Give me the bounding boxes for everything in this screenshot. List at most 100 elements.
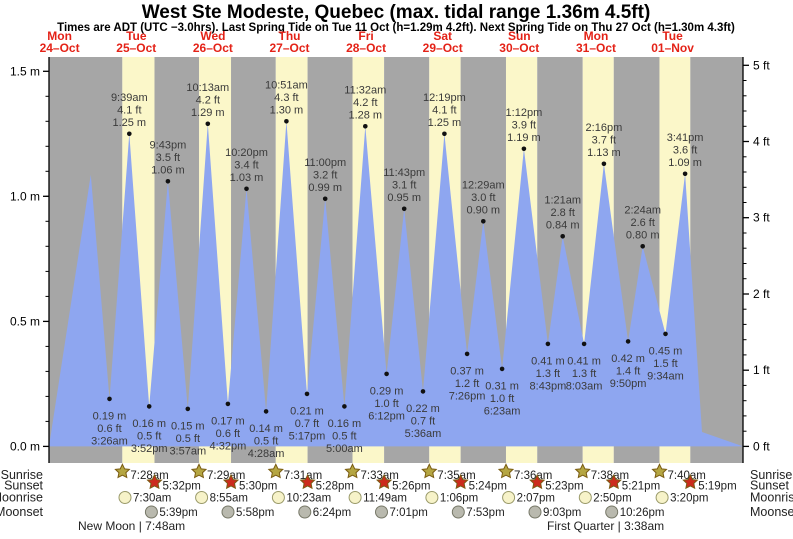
svg-text:0.6 ft: 0.6 ft bbox=[216, 428, 240, 440]
svg-text:11:43pm: 11:43pm bbox=[383, 167, 425, 179]
svg-text:27–Oct: 27–Oct bbox=[269, 41, 309, 55]
svg-text:West Ste Modeste, Quebec (max.: West Ste Modeste, Quebec (max. tidal ran… bbox=[142, 2, 651, 23]
svg-text:7:53pm: 7:53pm bbox=[466, 507, 504, 519]
svg-text:3.9 ft: 3.9 ft bbox=[512, 119, 536, 131]
svg-text:Moonrise: Moonrise bbox=[750, 491, 793, 505]
svg-text:Times are ADT (UTC −3.0hrs). L: Times are ADT (UTC −3.0hrs). Last Spring… bbox=[57, 22, 735, 34]
svg-text:5:17pm: 5:17pm bbox=[289, 430, 326, 442]
svg-text:12:29am: 12:29am bbox=[462, 179, 505, 191]
svg-text:8:43pm: 8:43pm bbox=[530, 380, 567, 392]
svg-text:3:26am: 3:26am bbox=[91, 435, 128, 447]
svg-text:5:32pm: 5:32pm bbox=[163, 481, 201, 493]
svg-text:9:34am: 9:34am bbox=[647, 370, 684, 382]
svg-text:Moonset: Moonset bbox=[750, 505, 793, 519]
svg-text:10:51am: 10:51am bbox=[265, 79, 308, 91]
svg-text:28–Oct: 28–Oct bbox=[346, 41, 386, 55]
svg-text:0.45 m: 0.45 m bbox=[649, 345, 683, 357]
svg-text:5:26pm: 5:26pm bbox=[392, 481, 430, 493]
svg-text:1 ft: 1 ft bbox=[753, 363, 770, 377]
svg-text:0.29 m: 0.29 m bbox=[370, 385, 404, 397]
svg-text:2.8 ft: 2.8 ft bbox=[550, 207, 574, 219]
svg-text:0.7 ft: 0.7 ft bbox=[411, 415, 435, 427]
svg-text:0.16 m: 0.16 m bbox=[328, 418, 362, 430]
svg-text:1.4 ft: 1.4 ft bbox=[616, 365, 640, 377]
svg-text:New Moon | 7:48am: New Moon | 7:48am bbox=[78, 519, 185, 533]
svg-text:4:32pm: 4:32pm bbox=[210, 440, 247, 452]
svg-text:10:20pm: 10:20pm bbox=[225, 147, 268, 159]
svg-text:5:39pm: 5:39pm bbox=[159, 507, 197, 519]
svg-text:3:52pm: 3:52pm bbox=[131, 443, 168, 455]
svg-text:Moonset: Moonset bbox=[0, 505, 44, 519]
svg-text:1.0 ft: 1.0 ft bbox=[490, 393, 514, 405]
svg-text:7:26pm: 7:26pm bbox=[449, 390, 486, 402]
svg-text:8:55am: 8:55am bbox=[210, 493, 248, 505]
svg-text:4.3 ft: 4.3 ft bbox=[274, 92, 298, 104]
svg-text:3.4 ft: 3.4 ft bbox=[234, 159, 258, 171]
svg-text:1.25 m: 1.25 m bbox=[112, 117, 146, 129]
svg-text:7:30am: 7:30am bbox=[133, 493, 171, 505]
svg-text:9:03pm: 9:03pm bbox=[543, 507, 581, 519]
svg-text:0.99 m: 0.99 m bbox=[308, 182, 342, 194]
svg-text:1.0 m: 1.0 m bbox=[10, 189, 40, 203]
svg-text:0.80 m: 0.80 m bbox=[626, 229, 660, 241]
svg-text:3:41pm: 3:41pm bbox=[667, 132, 704, 144]
svg-text:0.42 m: 0.42 m bbox=[611, 353, 645, 365]
svg-text:5:36am: 5:36am bbox=[405, 428, 442, 440]
svg-text:3.1 ft: 3.1 ft bbox=[392, 179, 416, 191]
svg-text:1.13 m: 1.13 m bbox=[587, 147, 621, 159]
svg-text:0 ft: 0 ft bbox=[753, 439, 770, 453]
svg-text:12:19pm: 12:19pm bbox=[423, 92, 466, 104]
svg-text:11:00pm: 11:00pm bbox=[304, 157, 346, 169]
svg-text:0.31 m: 0.31 m bbox=[485, 380, 519, 392]
svg-text:0.21 m: 0.21 m bbox=[290, 405, 324, 417]
svg-text:30–Oct: 30–Oct bbox=[499, 41, 539, 55]
svg-text:3.0 ft: 3.0 ft bbox=[471, 192, 495, 204]
svg-text:3.2 ft: 3.2 ft bbox=[313, 169, 337, 181]
svg-text:9:39am: 9:39am bbox=[111, 92, 148, 104]
svg-text:1.5 ft: 1.5 ft bbox=[653, 358, 677, 370]
svg-text:1.25 m: 1.25 m bbox=[428, 117, 462, 129]
svg-text:1.5 m: 1.5 m bbox=[10, 64, 40, 78]
svg-text:11:32am: 11:32am bbox=[344, 84, 386, 96]
svg-text:0.5 ft: 0.5 ft bbox=[176, 433, 200, 445]
svg-text:9:50pm: 9:50pm bbox=[610, 378, 647, 390]
svg-text:5:30pm: 5:30pm bbox=[239, 481, 277, 493]
svg-text:2:07pm: 2:07pm bbox=[517, 493, 555, 505]
svg-text:1.09 m: 1.09 m bbox=[668, 157, 702, 169]
svg-text:10:23am: 10:23am bbox=[286, 493, 331, 505]
svg-text:2.6 ft: 2.6 ft bbox=[630, 217, 654, 229]
svg-text:0.6 ft: 0.6 ft bbox=[97, 423, 121, 435]
svg-text:5:21pm: 5:21pm bbox=[622, 481, 660, 493]
svg-text:5:23pm: 5:23pm bbox=[545, 481, 583, 493]
svg-text:0.90 m: 0.90 m bbox=[466, 204, 500, 216]
svg-text:9:43pm: 9:43pm bbox=[150, 139, 187, 151]
svg-text:26–Oct: 26–Oct bbox=[193, 41, 233, 55]
svg-text:1:06pm: 1:06pm bbox=[440, 493, 478, 505]
svg-text:3.7 ft: 3.7 ft bbox=[592, 134, 616, 146]
svg-text:3:57am: 3:57am bbox=[169, 445, 206, 457]
svg-text:0.14 m: 0.14 m bbox=[249, 423, 283, 435]
svg-text:4.2 ft: 4.2 ft bbox=[196, 94, 220, 106]
svg-text:4.2 ft: 4.2 ft bbox=[353, 97, 377, 109]
svg-text:01–Nov: 01–Nov bbox=[651, 41, 694, 55]
svg-text:1.0 ft: 1.0 ft bbox=[374, 398, 398, 410]
svg-text:1.06 m: 1.06 m bbox=[151, 164, 185, 176]
svg-text:First Quarter | 3:38am: First Quarter | 3:38am bbox=[547, 519, 664, 533]
svg-text:2:50pm: 2:50pm bbox=[593, 493, 631, 505]
svg-text:1.19 m: 1.19 m bbox=[507, 132, 541, 144]
svg-text:5:58pm: 5:58pm bbox=[236, 507, 274, 519]
svg-text:1.30 m: 1.30 m bbox=[270, 104, 304, 116]
svg-text:4 ft: 4 ft bbox=[753, 135, 770, 149]
svg-text:3:20pm: 3:20pm bbox=[670, 493, 708, 505]
svg-text:1:12pm: 1:12pm bbox=[506, 107, 543, 119]
svg-text:29–Oct: 29–Oct bbox=[423, 41, 463, 55]
svg-text:11:49am: 11:49am bbox=[363, 493, 407, 505]
svg-text:6:24pm: 6:24pm bbox=[313, 507, 351, 519]
svg-text:0.95 m: 0.95 m bbox=[387, 192, 421, 204]
svg-text:1.3 ft: 1.3 ft bbox=[572, 368, 596, 380]
svg-text:0.17 m: 0.17 m bbox=[211, 415, 245, 427]
svg-text:10:13am: 10:13am bbox=[186, 82, 229, 94]
svg-text:0.16 m: 0.16 m bbox=[132, 418, 166, 430]
svg-text:1.03 m: 1.03 m bbox=[230, 172, 264, 184]
svg-text:Moonrise: Moonrise bbox=[0, 491, 43, 505]
